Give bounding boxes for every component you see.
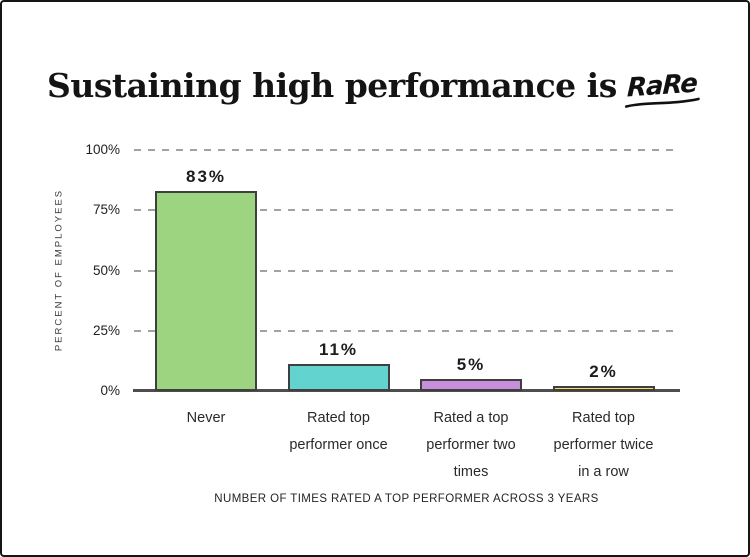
bar-value-label: 83%	[185, 166, 227, 186]
category-label-line: Rated a top	[433, 410, 509, 426]
category-label-line: in a row	[578, 464, 629, 480]
category-label: Rated top performer twice in a row	[524, 405, 684, 486]
bar-value-label: 11%	[318, 340, 359, 360]
bar	[552, 386, 655, 391]
bar	[287, 364, 390, 391]
bar	[155, 190, 257, 391]
gridline	[134, 209, 679, 212]
bar	[420, 378, 522, 391]
bar-value-label: 2%	[589, 362, 618, 382]
category-label-line: performer once	[289, 437, 388, 453]
category-label-line: times	[453, 464, 489, 480]
category-label: Rated top performer once	[259, 405, 419, 459]
y-tick-label: 50%	[92, 262, 120, 278]
gridline	[134, 269, 679, 272]
category-label-line: performer twice	[553, 437, 654, 453]
y-tick-label: 100%	[85, 142, 120, 157]
bar-value-label: 5%	[456, 354, 486, 374]
gridline	[134, 149, 679, 151]
page-title: Sustaining high performance is RaRe	[47, 66, 700, 108]
x-axis-title: NUMBER OF TIMES RATED A TOP PERFORMER AC…	[214, 493, 599, 505]
y-tick-label: 25%	[92, 322, 120, 338]
title-accent-handwritten: RaRe	[624, 69, 700, 108]
x-axis-line	[133, 389, 680, 392]
category-label-line: performer two	[426, 437, 516, 453]
category-label: Never	[126, 405, 286, 432]
category-label: Rated a top performer two times	[391, 405, 551, 486]
y-tick-label: 75%	[92, 202, 120, 218]
category-label-line: Rated top	[307, 410, 370, 426]
hand-drawn-underline-icon	[624, 97, 700, 108]
y-tick-label: 0%	[100, 383, 120, 398]
title-main-text: Sustaining high performance is	[47, 66, 617, 106]
gridline	[134, 329, 679, 332]
category-label-line: Rated top	[572, 410, 635, 426]
category-label-line: Never	[186, 410, 226, 426]
